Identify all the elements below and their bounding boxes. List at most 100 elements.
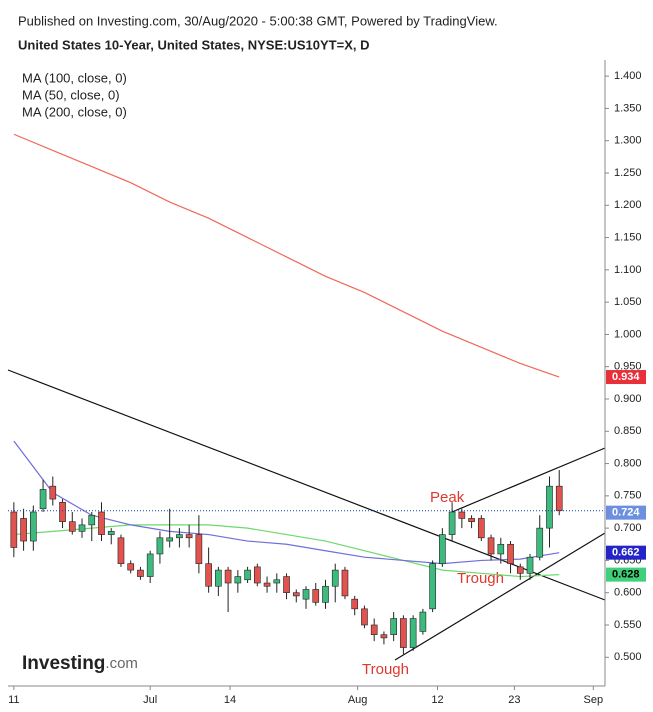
y-tick-label: 1.200: [614, 199, 642, 211]
y-tick-label: 0.850: [614, 425, 642, 437]
moving-average: [13, 133, 560, 378]
candle-body: [195, 534, 203, 564]
y-tick-label: 0.600: [614, 587, 642, 599]
candle-body: [88, 514, 96, 526]
channel-lower: [394, 532, 606, 661]
candle-body: [273, 579, 281, 584]
y-tick-label: 1.300: [614, 135, 642, 147]
y-tick-label: 0.550: [614, 619, 642, 631]
candle-body: [458, 511, 466, 519]
price-label-box: [606, 545, 646, 560]
candle-body: [98, 511, 105, 535]
candle-body: [39, 489, 47, 510]
candle-body: [546, 485, 553, 529]
candle-body: [429, 563, 436, 610]
trendlines: [7, 369, 606, 661]
candle-body: [146, 553, 154, 577]
candle-body: [370, 624, 378, 635]
candle-body: [68, 521, 76, 532]
candle-body: [263, 582, 271, 587]
candle-body: [127, 563, 135, 571]
moving-average: [13, 440, 560, 565]
y-tick-label: 0.900: [614, 393, 642, 405]
y-tick-label: 0.800: [614, 457, 642, 469]
candle-body: [215, 569, 222, 587]
candle-body: [380, 634, 388, 639]
candle-body: [292, 592, 300, 597]
chart-title: United States 10-Year, United States, NY…: [18, 37, 369, 52]
candle-body: [10, 511, 18, 548]
candle-body: [283, 576, 290, 593]
y-tick-label: 1.100: [614, 264, 642, 276]
x-tick-label: 14: [224, 694, 236, 706]
candle-body: [526, 556, 534, 574]
candle-body: [439, 534, 446, 564]
candle-body: [166, 537, 173, 542]
price-label: 0.934: [612, 371, 640, 383]
price-label: 0.628: [612, 569, 640, 581]
logo-brand: Investing: [22, 653, 105, 674]
candle-body: [137, 569, 144, 577]
candle-body: [234, 576, 242, 584]
candle-body: [477, 518, 485, 539]
price-label-box: [606, 505, 646, 520]
x-tick-label: Jul: [143, 694, 157, 706]
candle-body: [302, 589, 310, 600]
candle-body: [351, 598, 359, 610]
candle-body: [117, 537, 125, 564]
candle-body: [331, 569, 339, 587]
price-label-box: [606, 567, 646, 582]
downtrend-line: [7, 369, 606, 601]
candle-body: [205, 563, 212, 587]
candle-body: [409, 618, 417, 648]
candle-body: [30, 511, 37, 542]
candle-body: [20, 518, 27, 542]
candle-body: [244, 569, 251, 581]
candle-body: [253, 566, 261, 584]
candle-body: [185, 534, 193, 539]
candle-body: [448, 511, 456, 535]
candle-body: [176, 534, 183, 539]
candle-body: [507, 543, 514, 564]
candle-body: [390, 618, 397, 635]
candle-body: [555, 485, 563, 511]
x-tick-label: Sep: [584, 694, 604, 706]
candle-body: [312, 589, 320, 603]
annotation: Trough: [457, 570, 504, 587]
candle-body: [78, 524, 86, 532]
annotation: Peak: [430, 489, 465, 506]
y-tick-label: 0.500: [614, 651, 642, 663]
candle-body: [497, 543, 505, 555]
y-tick-label: 1.400: [614, 70, 642, 82]
candle-body: [107, 531, 115, 535]
x-tick-label: 12: [431, 694, 443, 706]
candle-body: [487, 537, 495, 555]
candle-body: [322, 585, 329, 603]
y-tick-label: 1.350: [614, 102, 642, 114]
logo: Investing.com: [22, 653, 138, 674]
candle-body: [516, 566, 524, 574]
candle-body: [341, 569, 349, 597]
candle-body: [156, 537, 164, 555]
y-tick-label: 0.750: [614, 490, 642, 502]
y-tick-label: 1.000: [614, 328, 642, 340]
published-note: Published on Investing.com, 30/Aug/2020 …: [18, 13, 498, 28]
x-tick-label: 11: [8, 694, 19, 706]
candle-body: [224, 569, 232, 584]
y-tick-label: 0.950: [614, 361, 642, 373]
candle-body: [468, 518, 475, 522]
y-tick-label: 0.700: [614, 522, 642, 534]
channel-upper: [451, 447, 606, 513]
y-tick-label: 1.250: [614, 167, 642, 179]
legend-entry: MA (100, close, 0): [22, 70, 127, 85]
legend-entry: MA (200, close, 0): [22, 104, 127, 119]
candle-body: [59, 502, 66, 522]
x-tick-label: Aug: [348, 694, 368, 706]
candle-body: [49, 485, 57, 500]
candle-body: [400, 618, 407, 648]
candle-body: [536, 527, 544, 558]
annotation: Trough: [362, 661, 409, 678]
price-label: 0.662: [612, 547, 640, 559]
price-label-box: [606, 370, 646, 385]
